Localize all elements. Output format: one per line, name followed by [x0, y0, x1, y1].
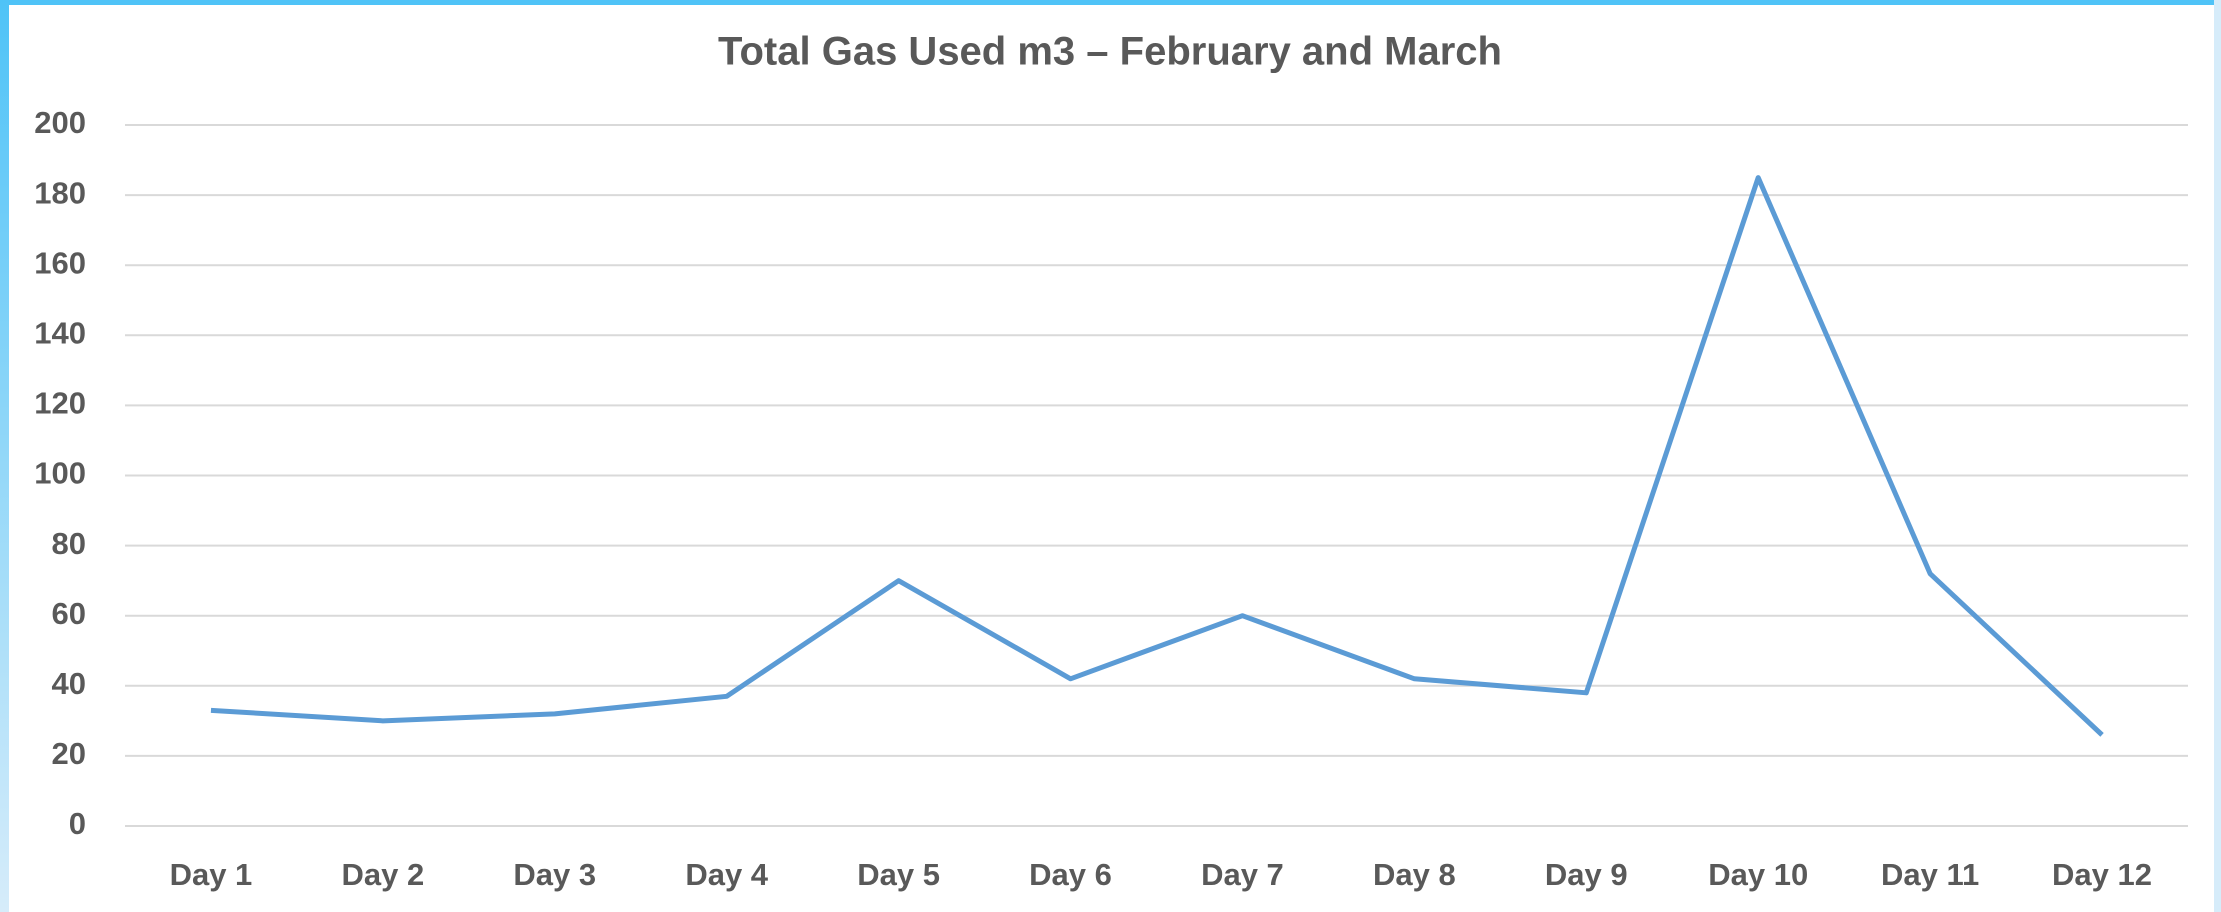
x-tick-label: Day 5: [857, 857, 940, 892]
y-tick-label: 20: [52, 736, 86, 771]
frame-left: [0, 0, 9, 912]
x-tick-label: Day 3: [513, 857, 596, 892]
x-tick-label: Day 9: [1545, 857, 1628, 892]
x-tick-label: Day 8: [1373, 857, 1456, 892]
y-tick-label: 100: [34, 456, 86, 491]
x-tick-label: Day 6: [1029, 857, 1112, 892]
x-tick-label: Day 10: [1708, 857, 1808, 892]
frame-right: [2214, 0, 2221, 912]
line-series: [210, 175, 2104, 737]
frame-top: [0, 0, 2221, 5]
x-tick-label: Day 7: [1201, 857, 1284, 892]
y-tick-label: 160: [34, 245, 86, 280]
y-tick-label: 0: [69, 806, 86, 841]
y-tick-label: 80: [52, 526, 86, 561]
x-tick-label: Day 12: [2052, 857, 2152, 892]
chart-title: Total Gas Used m3 – February and March: [718, 30, 1502, 74]
x-tick-label: Day 4: [685, 857, 768, 892]
y-tick-label: 140: [34, 315, 86, 350]
y-tick-label: 60: [52, 596, 86, 631]
y-tick-label: 120: [34, 386, 86, 421]
y-tick-label: 200: [34, 105, 86, 140]
y-tick-label: 180: [34, 175, 86, 210]
x-tick-label: Day 1: [170, 857, 253, 892]
x-tick-label: Day 2: [342, 857, 425, 892]
y-tick-label: 40: [52, 666, 86, 701]
x-tick-label: Day 11: [1881, 857, 1979, 892]
